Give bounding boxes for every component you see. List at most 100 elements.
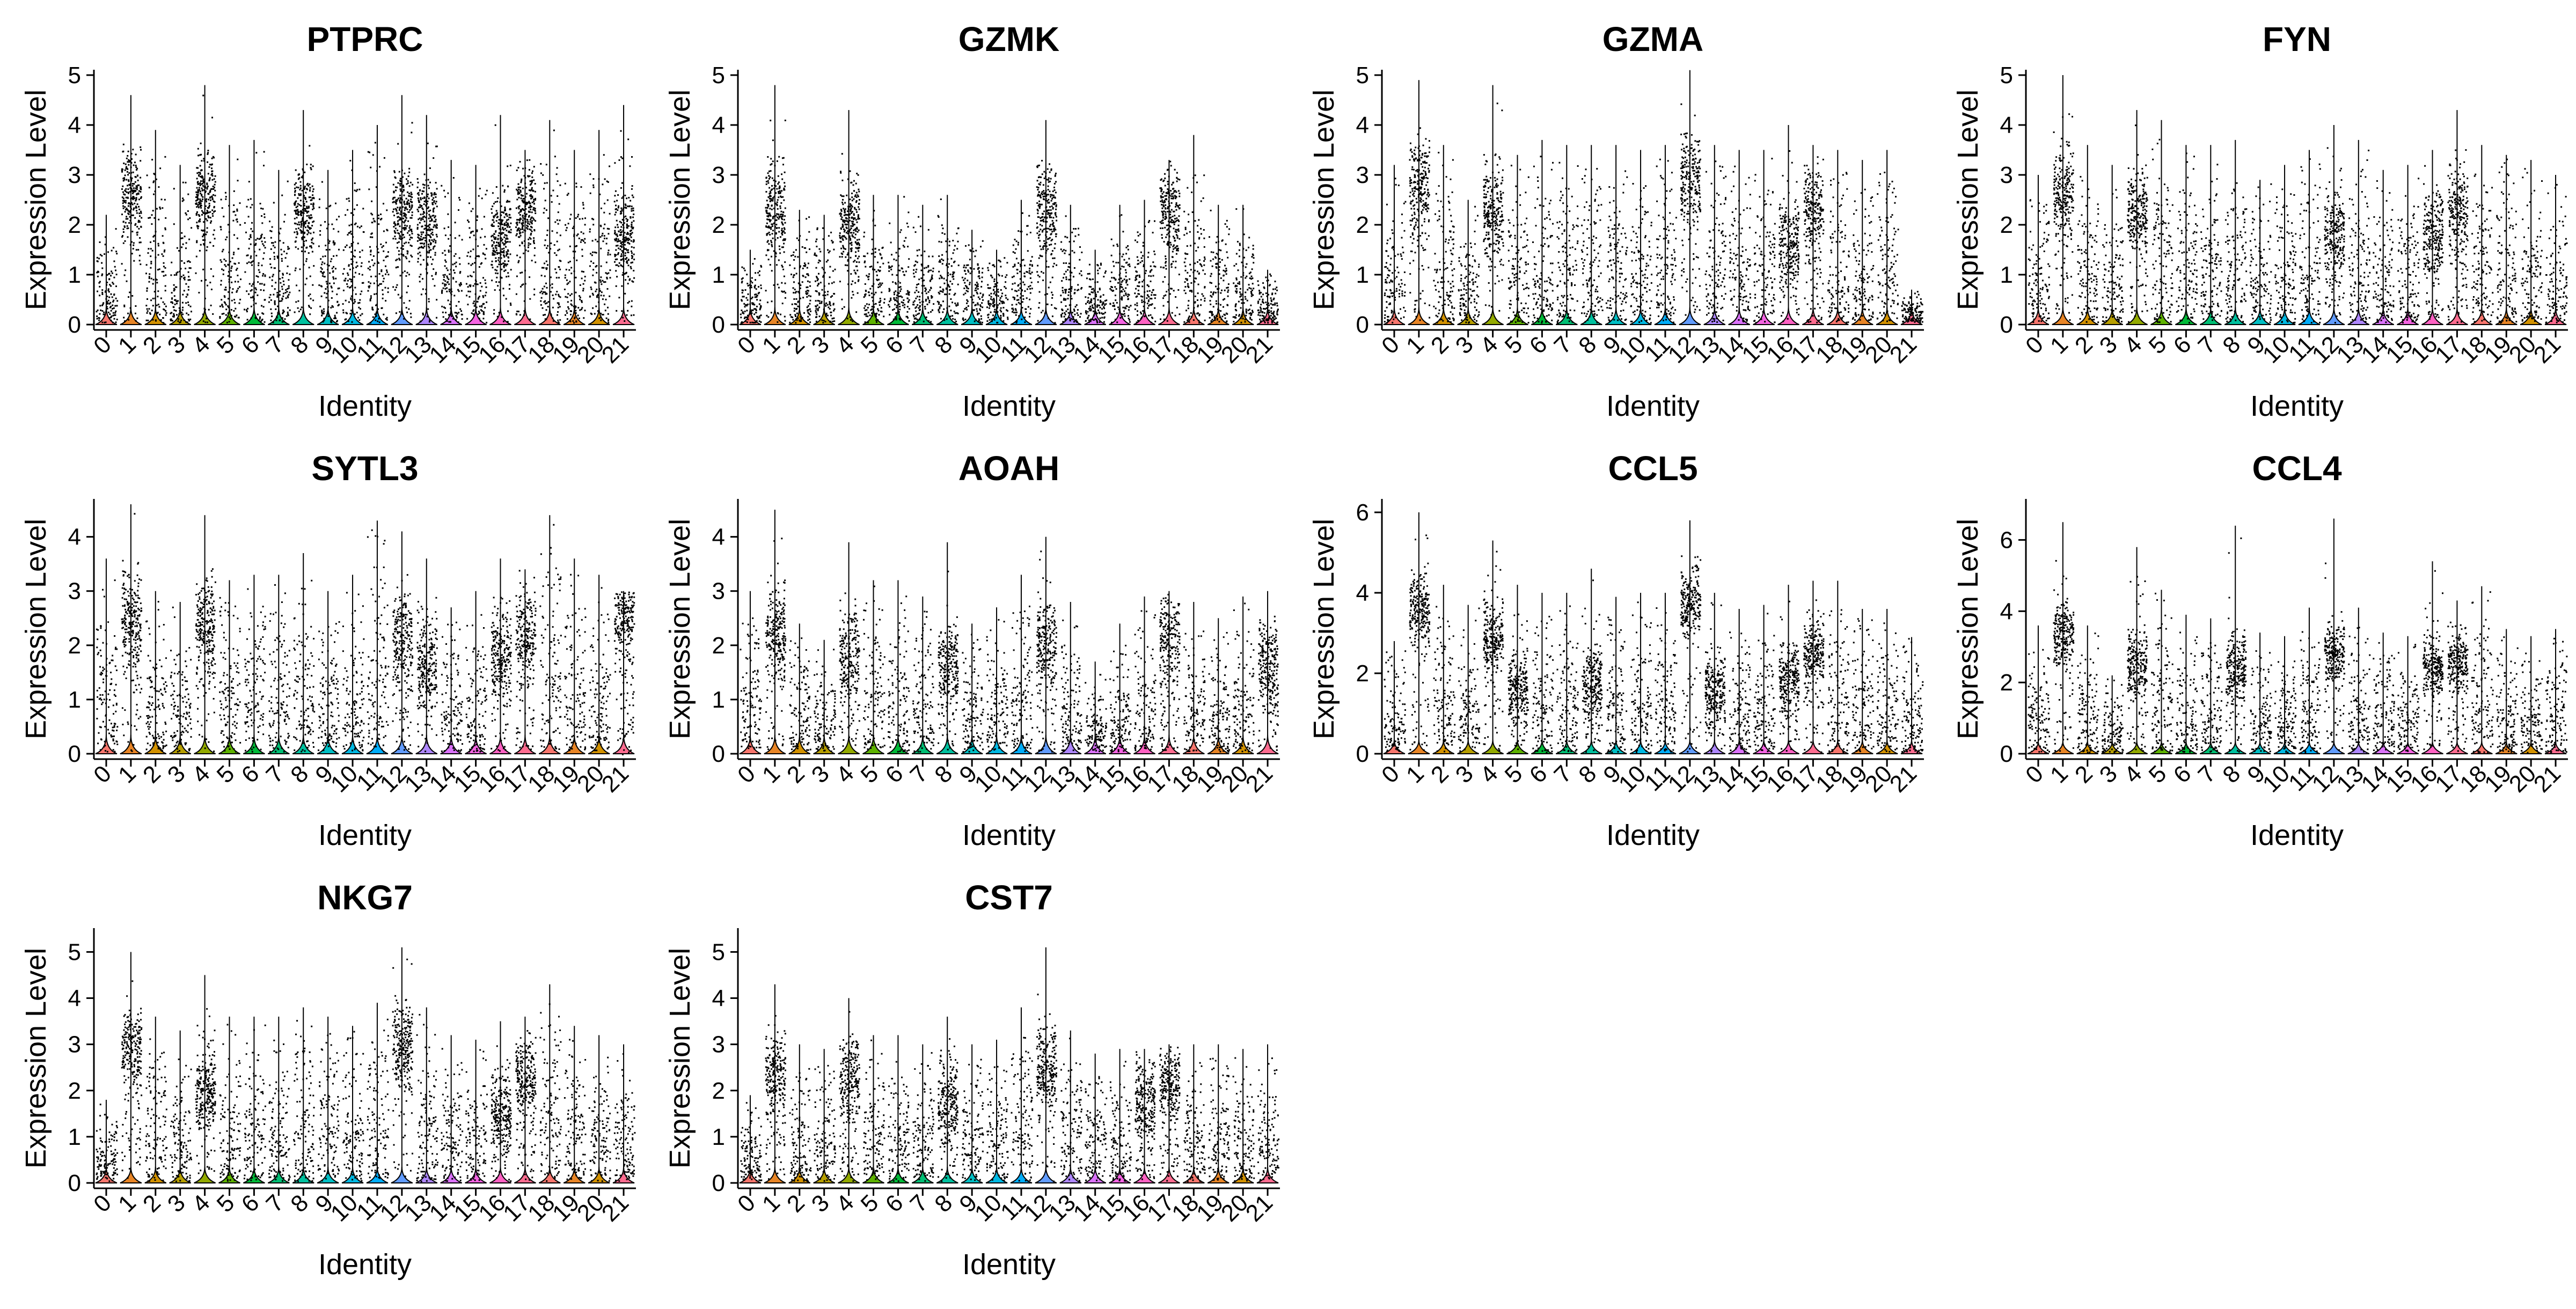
- jitter-points: [1876, 172, 1899, 322]
- violin-18: [1182, 1044, 1206, 1183]
- violin-body: [341, 734, 364, 754]
- violin-21: [612, 591, 635, 755]
- jitter-points: [1532, 615, 1554, 754]
- y-tick-label: 4: [2000, 112, 2013, 138]
- y-tick-label: 1: [712, 262, 725, 288]
- violin-body: [465, 307, 487, 325]
- violin-20: [588, 1035, 611, 1183]
- violin-11: [2298, 607, 2321, 754]
- violin-body: [489, 734, 511, 754]
- x-tick-label: 6: [237, 1189, 265, 1217]
- x-tick-label: 4: [187, 331, 215, 359]
- violin-7: [1555, 593, 1579, 754]
- violin-2: [144, 1017, 168, 1183]
- jitter-points: [2447, 149, 2469, 323]
- violin-7: [911, 596, 935, 754]
- violin-20: [588, 130, 611, 325]
- violin-21: [2544, 629, 2568, 754]
- y-tick-label: 2: [68, 1078, 81, 1104]
- violin-9: [961, 623, 984, 754]
- violin-19: [563, 1026, 587, 1183]
- jitter-points: [613, 591, 635, 755]
- violin-2: [788, 1044, 812, 1183]
- jitter-points: [2176, 152, 2198, 324]
- violin-12: [1035, 120, 1058, 325]
- x-tick-label: 4: [2119, 760, 2147, 788]
- jitter-points: [1257, 615, 1279, 751]
- jitter-points: [367, 142, 390, 324]
- violin-body: [2273, 307, 2296, 325]
- violin-body: [1482, 739, 1504, 754]
- y-tick-label: 3: [712, 162, 725, 188]
- violin-6: [2175, 145, 2198, 325]
- y-tick-label: 5: [712, 62, 725, 89]
- jitter-points: [1085, 1076, 1108, 1181]
- y-tick-label: 2: [2000, 670, 2013, 696]
- x-tick-label: 7: [1549, 760, 1577, 788]
- violin-body: [961, 307, 983, 325]
- violin-body: [2347, 307, 2370, 325]
- jitter-points: [1183, 1062, 1206, 1182]
- x-tick-label: 3: [2095, 331, 2123, 359]
- violin-body: [2076, 307, 2099, 325]
- jitter-points: [2102, 678, 2124, 753]
- jitter-points: [1507, 613, 1529, 754]
- violin-8: [936, 195, 960, 325]
- violin-body: [2224, 741, 2246, 754]
- x-axis-label: Identity: [1606, 819, 1700, 851]
- y-tick-label: 0: [68, 741, 81, 767]
- jitter-points: [2521, 168, 2543, 322]
- violin-body: [1826, 739, 1849, 754]
- jitter-points: [613, 130, 635, 322]
- violin-body: [2052, 741, 2074, 754]
- violin-3: [813, 1049, 836, 1183]
- violin-12: [391, 531, 414, 754]
- x-tick-label: 8: [930, 760, 957, 788]
- violin-body: [1457, 307, 1480, 325]
- jitter-points: [1655, 607, 1678, 753]
- jitter-points: [1232, 208, 1255, 323]
- jitter-points: [1729, 631, 1751, 753]
- jitter-points: [1779, 600, 1800, 752]
- jitter-points: [863, 1039, 885, 1181]
- violin-18: [538, 120, 562, 325]
- violin-13: [1059, 1030, 1083, 1183]
- violin-body: [2323, 741, 2345, 754]
- violin-body: [2372, 741, 2395, 754]
- violin-15: [465, 165, 488, 325]
- violin-body: [144, 307, 167, 325]
- x-tick-label: 21: [1241, 760, 1278, 797]
- jitter-points: [765, 120, 787, 323]
- violin-body: [391, 734, 413, 754]
- violin-body: [1059, 1166, 1082, 1183]
- violin-10: [2273, 636, 2297, 754]
- violin-10: [1629, 150, 1653, 325]
- x-tick-label: 8: [286, 760, 313, 788]
- violin-5: [218, 1017, 241, 1183]
- y-tick-label: 0: [68, 312, 81, 338]
- x-tick-label: 4: [187, 1189, 215, 1217]
- panel-title: FYN: [2263, 20, 2331, 58]
- jitter-points: [1060, 215, 1083, 323]
- y-axis-label: Expression Level: [664, 519, 696, 739]
- violin-body: [267, 1166, 290, 1183]
- jitter-points: [2545, 637, 2568, 753]
- jitter-points: [170, 1058, 192, 1182]
- violin-21: [1256, 1044, 1280, 1183]
- violin-16: [1133, 596, 1157, 754]
- violin-body: [1654, 307, 1677, 325]
- violin-19: [1207, 204, 1231, 325]
- violin-1: [764, 510, 787, 754]
- jitter-points: [1208, 632, 1231, 753]
- x-tick-label: 21: [2529, 331, 2566, 368]
- x-tick-label: 21: [597, 1189, 634, 1226]
- x-tick-label: 1: [113, 1189, 141, 1217]
- violin-body: [887, 307, 909, 325]
- jitter-points: [170, 181, 193, 323]
- violin-body: [1059, 734, 1082, 754]
- violin-13: [415, 115, 438, 325]
- x-tick-label: 4: [831, 760, 859, 788]
